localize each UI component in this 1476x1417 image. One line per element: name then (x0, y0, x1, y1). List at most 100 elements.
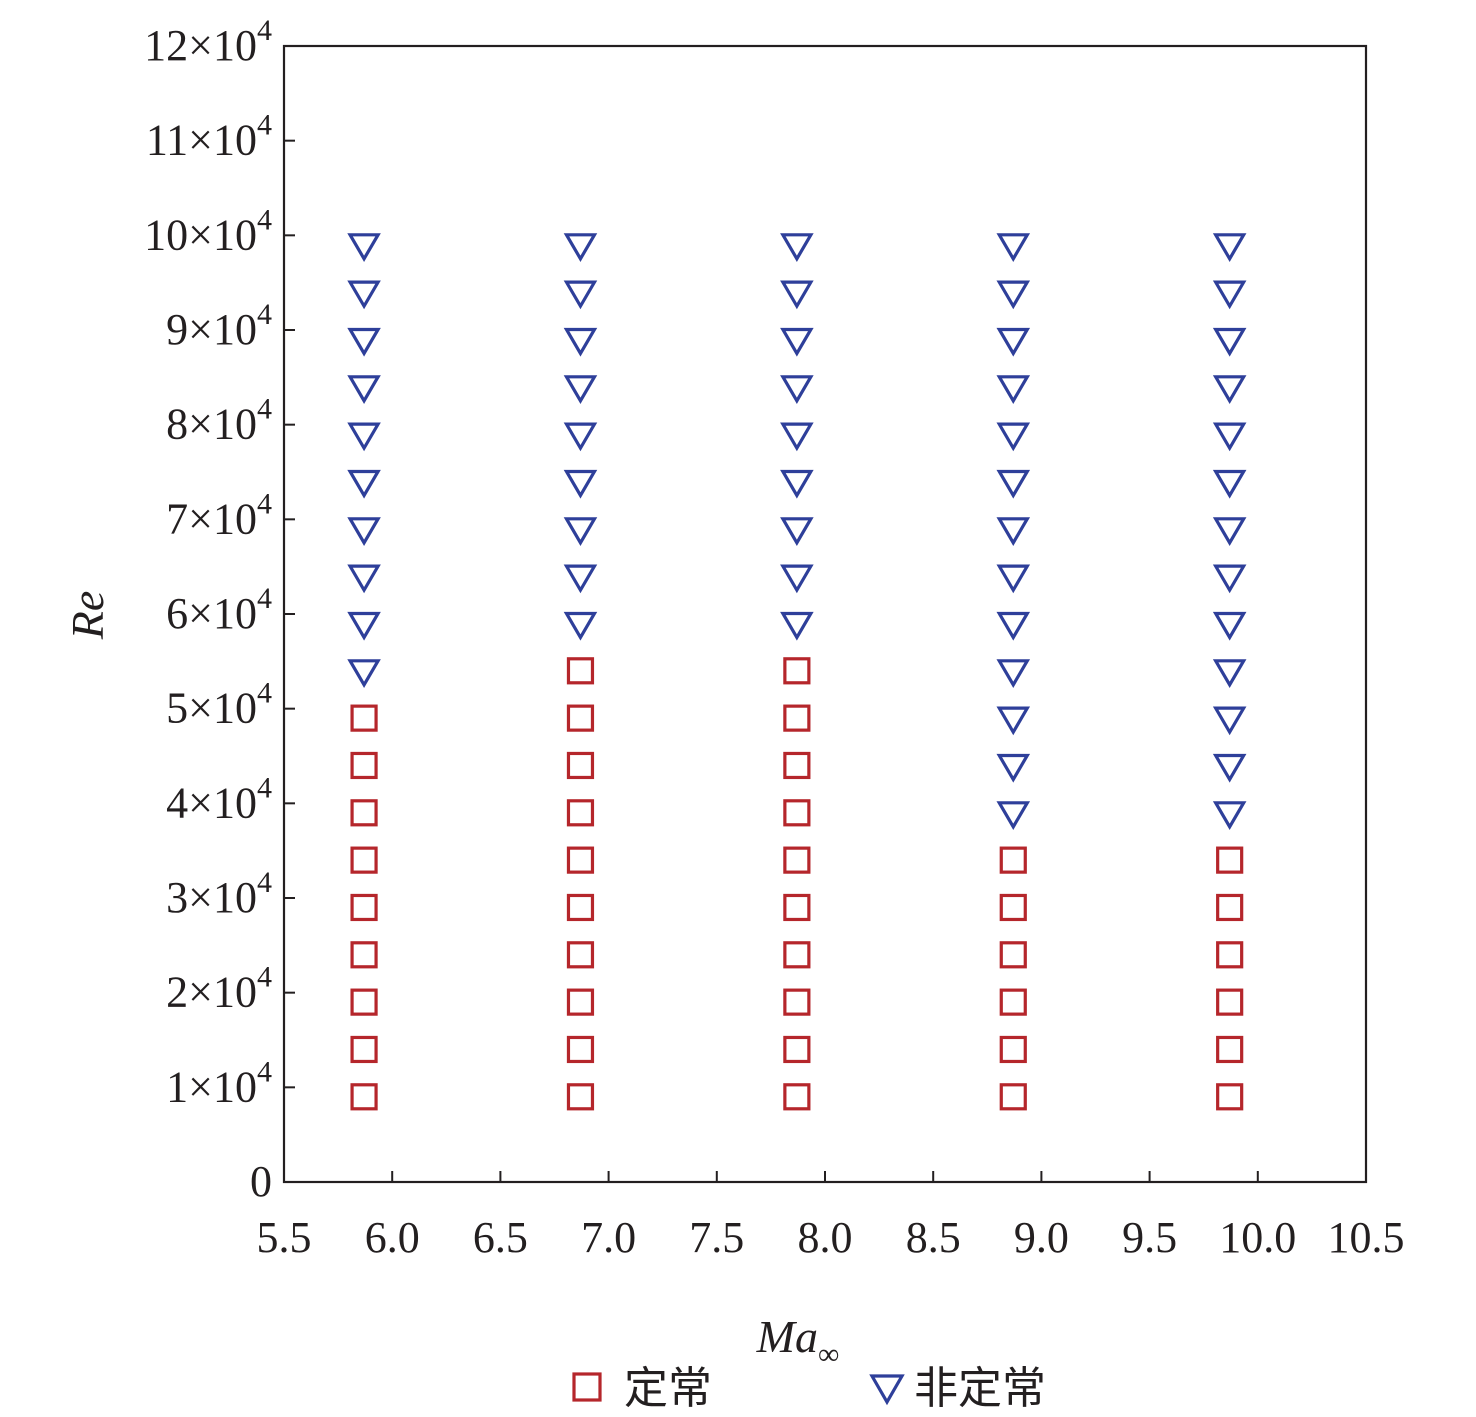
data-point-unsteady (996, 469, 1031, 499)
data-point-steady (566, 799, 595, 827)
y-tick-mantissa: 12×10 (144, 21, 257, 70)
data-point-unsteady (347, 659, 381, 688)
y-tick-label: 6×104 (166, 582, 272, 638)
data-point-unsteady (996, 564, 1031, 594)
y-axis-title: Re (62, 591, 113, 641)
data-point-steady (999, 893, 1027, 922)
data-point-unsteady (347, 469, 381, 499)
x-axis-title: Ma∞ (756, 1311, 840, 1371)
data-point-steady (783, 941, 811, 969)
data-point-unsteady (1212, 280, 1247, 310)
data-point-steady (783, 1083, 811, 1111)
data-point-unsteady (996, 280, 1031, 310)
data-point-steady (1216, 1035, 1244, 1064)
y-tick-label: 7×104 (166, 487, 272, 543)
data-point-unsteady (1212, 375, 1247, 404)
data-point-unsteady (347, 611, 381, 641)
y-tick-exponent: 4 (257, 203, 272, 236)
data-point-unsteady (996, 659, 1031, 688)
data-point-unsteady (1212, 753, 1247, 783)
x-axis-title-subscript: ∞ (818, 1338, 839, 1371)
y-tick-mantissa: 6×10 (166, 589, 257, 638)
data-point-steady (350, 988, 378, 1016)
data-point-steady (350, 704, 378, 732)
data-point-unsteady (1212, 564, 1247, 594)
y-tick-exponent: 4 (257, 1055, 272, 1088)
data-point-unsteady (347, 422, 381, 452)
data-point-steady (566, 846, 595, 874)
data-point-unsteady (780, 611, 814, 641)
data-point-unsteady (780, 233, 814, 262)
y-tick-exponent: 4 (257, 14, 272, 47)
data-point-steady (999, 988, 1027, 1016)
data-point-unsteady (996, 327, 1031, 357)
data-point-steady (566, 1035, 595, 1064)
data-point-unsteady (1212, 706, 1247, 736)
y-tick-label: 1×104 (166, 1055, 272, 1111)
y-tick-label: 11×104 (146, 109, 272, 165)
y-tick-mantissa: 3×10 (166, 873, 257, 922)
y-tick-exponent: 4 (257, 582, 272, 615)
data-point-steady (783, 799, 811, 827)
data-point-steady (566, 751, 595, 780)
data-point-unsteady (1212, 659, 1247, 688)
data-point-unsteady (1212, 801, 1247, 830)
data-point-unsteady (563, 517, 598, 546)
data-point-steady (566, 1083, 595, 1111)
data-point-unsteady (780, 375, 814, 404)
data-point-steady (783, 704, 811, 732)
data-point-steady (566, 893, 595, 922)
data-point-steady (350, 751, 378, 780)
y-tick-mantissa: 2×10 (166, 968, 257, 1017)
y-tick-label: 4×104 (166, 771, 272, 827)
data-point-steady (783, 988, 811, 1016)
data-point-unsteady (996, 706, 1031, 736)
data-point-steady (566, 704, 595, 732)
data-point-unsteady (780, 517, 814, 546)
data-point-steady (783, 751, 811, 780)
legend-triangle-marker (869, 1374, 905, 1406)
data-point-unsteady (563, 375, 598, 404)
y-tick-label: 10×104 (144, 203, 272, 259)
data-point-steady (1216, 1083, 1244, 1111)
data-point-unsteady (563, 469, 598, 499)
data-point-unsteady (780, 469, 814, 499)
data-point-steady (999, 941, 1027, 969)
data-point-unsteady (1212, 611, 1247, 641)
y-tick-exponent: 4 (257, 109, 272, 142)
data-point-unsteady (996, 611, 1031, 641)
data-point-steady (350, 941, 378, 969)
x-tick-label: 6.0 (365, 1213, 420, 1262)
x-tick-labels: 5.5 6.0 6.5 7.0 7.5 8.0 8.5 9.0 9.5 10.0 10.5 (257, 1213, 1405, 1262)
y-tick-label: 3×104 (166, 866, 272, 922)
data-point-unsteady (996, 517, 1031, 546)
y-tick-mantissa: 1×10 (166, 1062, 257, 1111)
y-tick-mantissa: 11×10 (146, 116, 257, 165)
y-tick-exponent: 4 (257, 393, 272, 426)
data-point-steady (350, 1035, 378, 1064)
data-point-steady (566, 988, 595, 1016)
data-point-unsteady (1212, 327, 1247, 357)
data-point-steady (783, 893, 811, 922)
legend: 定常 非定常 (572, 1363, 1046, 1414)
x-tick-label: 10.5 (1328, 1213, 1405, 1262)
data-point-steady (1216, 988, 1244, 1016)
data-point-steady (350, 846, 378, 874)
y-tick-label: 0 (250, 1157, 272, 1206)
legend-label-steady: 定常 (624, 1363, 712, 1414)
data-point-unsteady (347, 517, 381, 546)
x-tick-label: 10.0 (1219, 1213, 1296, 1262)
y-tick-mantissa: 0 (250, 1157, 272, 1206)
y-tick-mantissa: 10×10 (144, 210, 257, 259)
y-tick-exponent: 4 (257, 677, 272, 710)
data-point-steady (350, 1083, 378, 1111)
y-tick-exponent: 4 (257, 866, 272, 899)
y-tick-exponent: 4 (257, 298, 272, 331)
legend-entry-steady: 定常 (572, 1363, 712, 1414)
y-tick-mantissa: 7×10 (166, 494, 257, 543)
data-point-unsteady (347, 375, 381, 404)
data-point-unsteady (347, 280, 381, 310)
x-tick-label: 5.5 (257, 1213, 312, 1262)
y-tick-mantissa: 9×10 (166, 305, 257, 354)
legend-label-unsteady: 非定常 (914, 1363, 1046, 1414)
